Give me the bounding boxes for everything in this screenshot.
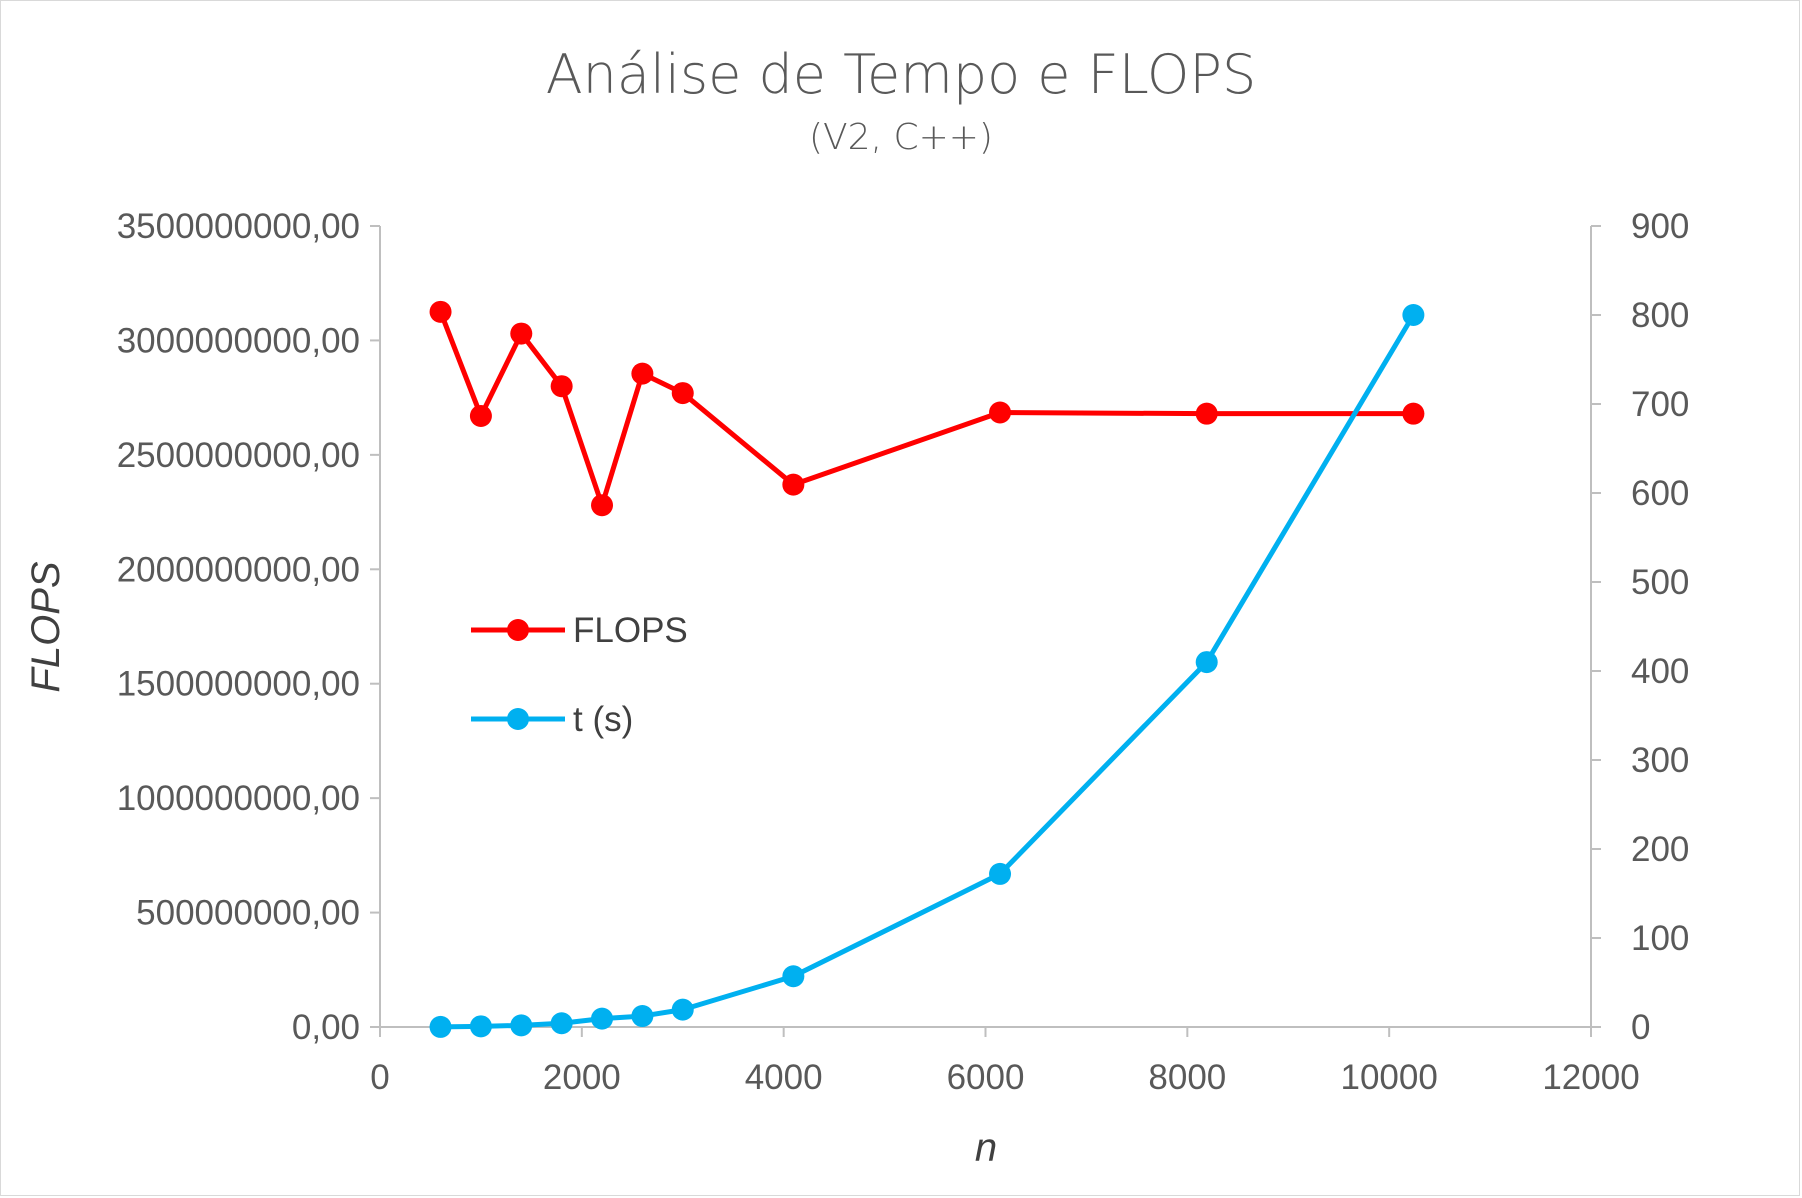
data-point-time bbox=[989, 862, 1012, 885]
legend-label: t (s) bbox=[573, 700, 633, 739]
y-tick-label-left: 3000000000,00 bbox=[117, 321, 360, 360]
y-tick-label-left: 1500000000,00 bbox=[117, 665, 360, 704]
data-point-time bbox=[429, 1015, 452, 1038]
chart-title: Análise de Tempo e FLOPS bbox=[546, 43, 1257, 106]
x-tick-label: 0 bbox=[370, 1058, 389, 1097]
data-point-flops bbox=[591, 494, 614, 517]
data-point-flops bbox=[550, 375, 573, 398]
y-tick-label-right: 100 bbox=[1631, 919, 1689, 958]
data-point-flops bbox=[1195, 402, 1218, 425]
chart-subtitle: (V2, C++) bbox=[809, 117, 993, 158]
y-tick-label-left: 500000000,00 bbox=[136, 894, 360, 933]
data-point-flops bbox=[671, 382, 694, 405]
x-tick-label: 2000 bbox=[543, 1058, 621, 1097]
y-tick-label-left: 2000000000,00 bbox=[117, 550, 360, 589]
series-layer bbox=[429, 300, 1425, 1038]
data-point-flops bbox=[631, 362, 654, 385]
y-tick-label-right: 0 bbox=[1631, 1008, 1650, 1047]
data-point-time bbox=[1402, 304, 1425, 326]
data-point-flops bbox=[1402, 402, 1425, 425]
y-tick-label-left: 0,00 bbox=[292, 1008, 360, 1047]
data-point-time bbox=[671, 998, 694, 1021]
axes: 0,00 500000000,00 1000000000,00 1500000000,… bbox=[117, 207, 1690, 1097]
y-tick-label-right: 500 bbox=[1631, 563, 1689, 602]
data-point-time bbox=[782, 965, 805, 988]
data-point-time bbox=[550, 1012, 573, 1035]
data-point-flops bbox=[989, 401, 1012, 424]
data-point-time bbox=[1195, 651, 1218, 674]
y-tick-label-right: 700 bbox=[1631, 385, 1689, 424]
x-tick-label: 6000 bbox=[947, 1058, 1025, 1097]
y-tick-label-right: 800 bbox=[1631, 296, 1689, 335]
data-point-flops bbox=[429, 300, 452, 323]
y-tick-label-left: 3500000000,00 bbox=[117, 207, 360, 246]
x-tick-label: 4000 bbox=[745, 1058, 823, 1097]
data-point-time bbox=[469, 1015, 492, 1038]
y-axis-label: FLOPS bbox=[24, 561, 68, 692]
y-tick-label-right: 200 bbox=[1631, 830, 1689, 869]
data-point-flops bbox=[782, 473, 805, 496]
legend: FLOPS t (s) bbox=[471, 611, 688, 739]
legend-marker bbox=[507, 619, 529, 641]
series-line-time bbox=[440, 313, 1416, 1030]
y-tick-label-right: 900 bbox=[1631, 207, 1689, 246]
legend-marker bbox=[507, 708, 529, 730]
data-point-time bbox=[631, 1005, 654, 1028]
series-line-flops bbox=[438, 310, 1414, 508]
x-tick-label: 8000 bbox=[1148, 1058, 1226, 1097]
data-point-flops bbox=[469, 404, 492, 427]
data-point-time bbox=[591, 1007, 614, 1030]
data-point-flops bbox=[510, 322, 533, 345]
y-tick-label-left: 2500000000,00 bbox=[117, 436, 360, 475]
y-tick-label-right: 400 bbox=[1631, 652, 1689, 691]
y-tick-label-left: 1000000000,00 bbox=[117, 779, 360, 818]
x-tick-label: 12000 bbox=[1542, 1058, 1639, 1097]
x-tick-label: 10000 bbox=[1341, 1058, 1438, 1097]
legend-label: FLOPS bbox=[573, 611, 688, 650]
y-tick-label-right: 300 bbox=[1631, 741, 1689, 780]
data-point-time bbox=[510, 1014, 533, 1037]
y-tick-label-right: 600 bbox=[1631, 474, 1689, 513]
x-axis-label: n bbox=[975, 1126, 997, 1170]
